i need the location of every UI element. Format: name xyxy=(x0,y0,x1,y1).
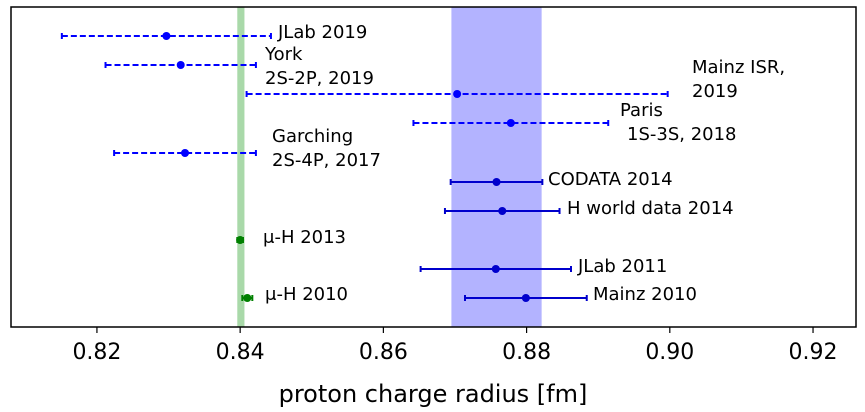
band xyxy=(451,7,542,327)
x-axis-label: proton charge radius [fm] xyxy=(279,380,588,408)
x-tick-label: 0.90 xyxy=(645,340,694,365)
data-point xyxy=(162,32,171,40)
point-label: JLab 2011 xyxy=(577,256,667,277)
point-label: Garching xyxy=(272,126,353,147)
point-label: 1S-3S, 2018 xyxy=(627,124,737,145)
data-point xyxy=(176,61,185,69)
point-label: μ-H 2010 xyxy=(265,284,348,305)
data-point xyxy=(491,265,500,273)
point-label: JLab 2019 xyxy=(277,22,367,43)
point-label: Paris xyxy=(620,100,663,121)
data-point xyxy=(243,294,252,302)
point-label: 2S-4P, 2017 xyxy=(272,150,381,171)
point-label: Mainz ISR, xyxy=(692,57,785,78)
data-point xyxy=(498,207,507,215)
data-point xyxy=(506,119,515,127)
x-tick-label: 0.84 xyxy=(216,340,265,365)
data-point xyxy=(521,294,530,302)
data-point xyxy=(492,178,501,186)
point-label: 2019 xyxy=(692,81,738,102)
x-tick-label: 0.88 xyxy=(502,340,551,365)
point-label: Mainz 2010 xyxy=(593,284,697,305)
point-label: CODATA 2014 xyxy=(548,169,673,190)
x-tick-label: 0.82 xyxy=(72,340,121,365)
band xyxy=(237,7,245,327)
x-tick-label: 0.86 xyxy=(359,340,408,365)
point-label: 2S-2P, 2019 xyxy=(265,68,374,89)
point-label: μ-H 2013 xyxy=(263,227,346,248)
x-tick-label: 0.92 xyxy=(789,340,838,365)
data-point xyxy=(453,90,462,98)
point-label: York xyxy=(264,44,303,65)
plot-frame xyxy=(10,6,857,328)
data-point xyxy=(181,149,190,157)
data-point xyxy=(236,236,245,244)
point-label: H world data 2014 xyxy=(567,198,734,219)
